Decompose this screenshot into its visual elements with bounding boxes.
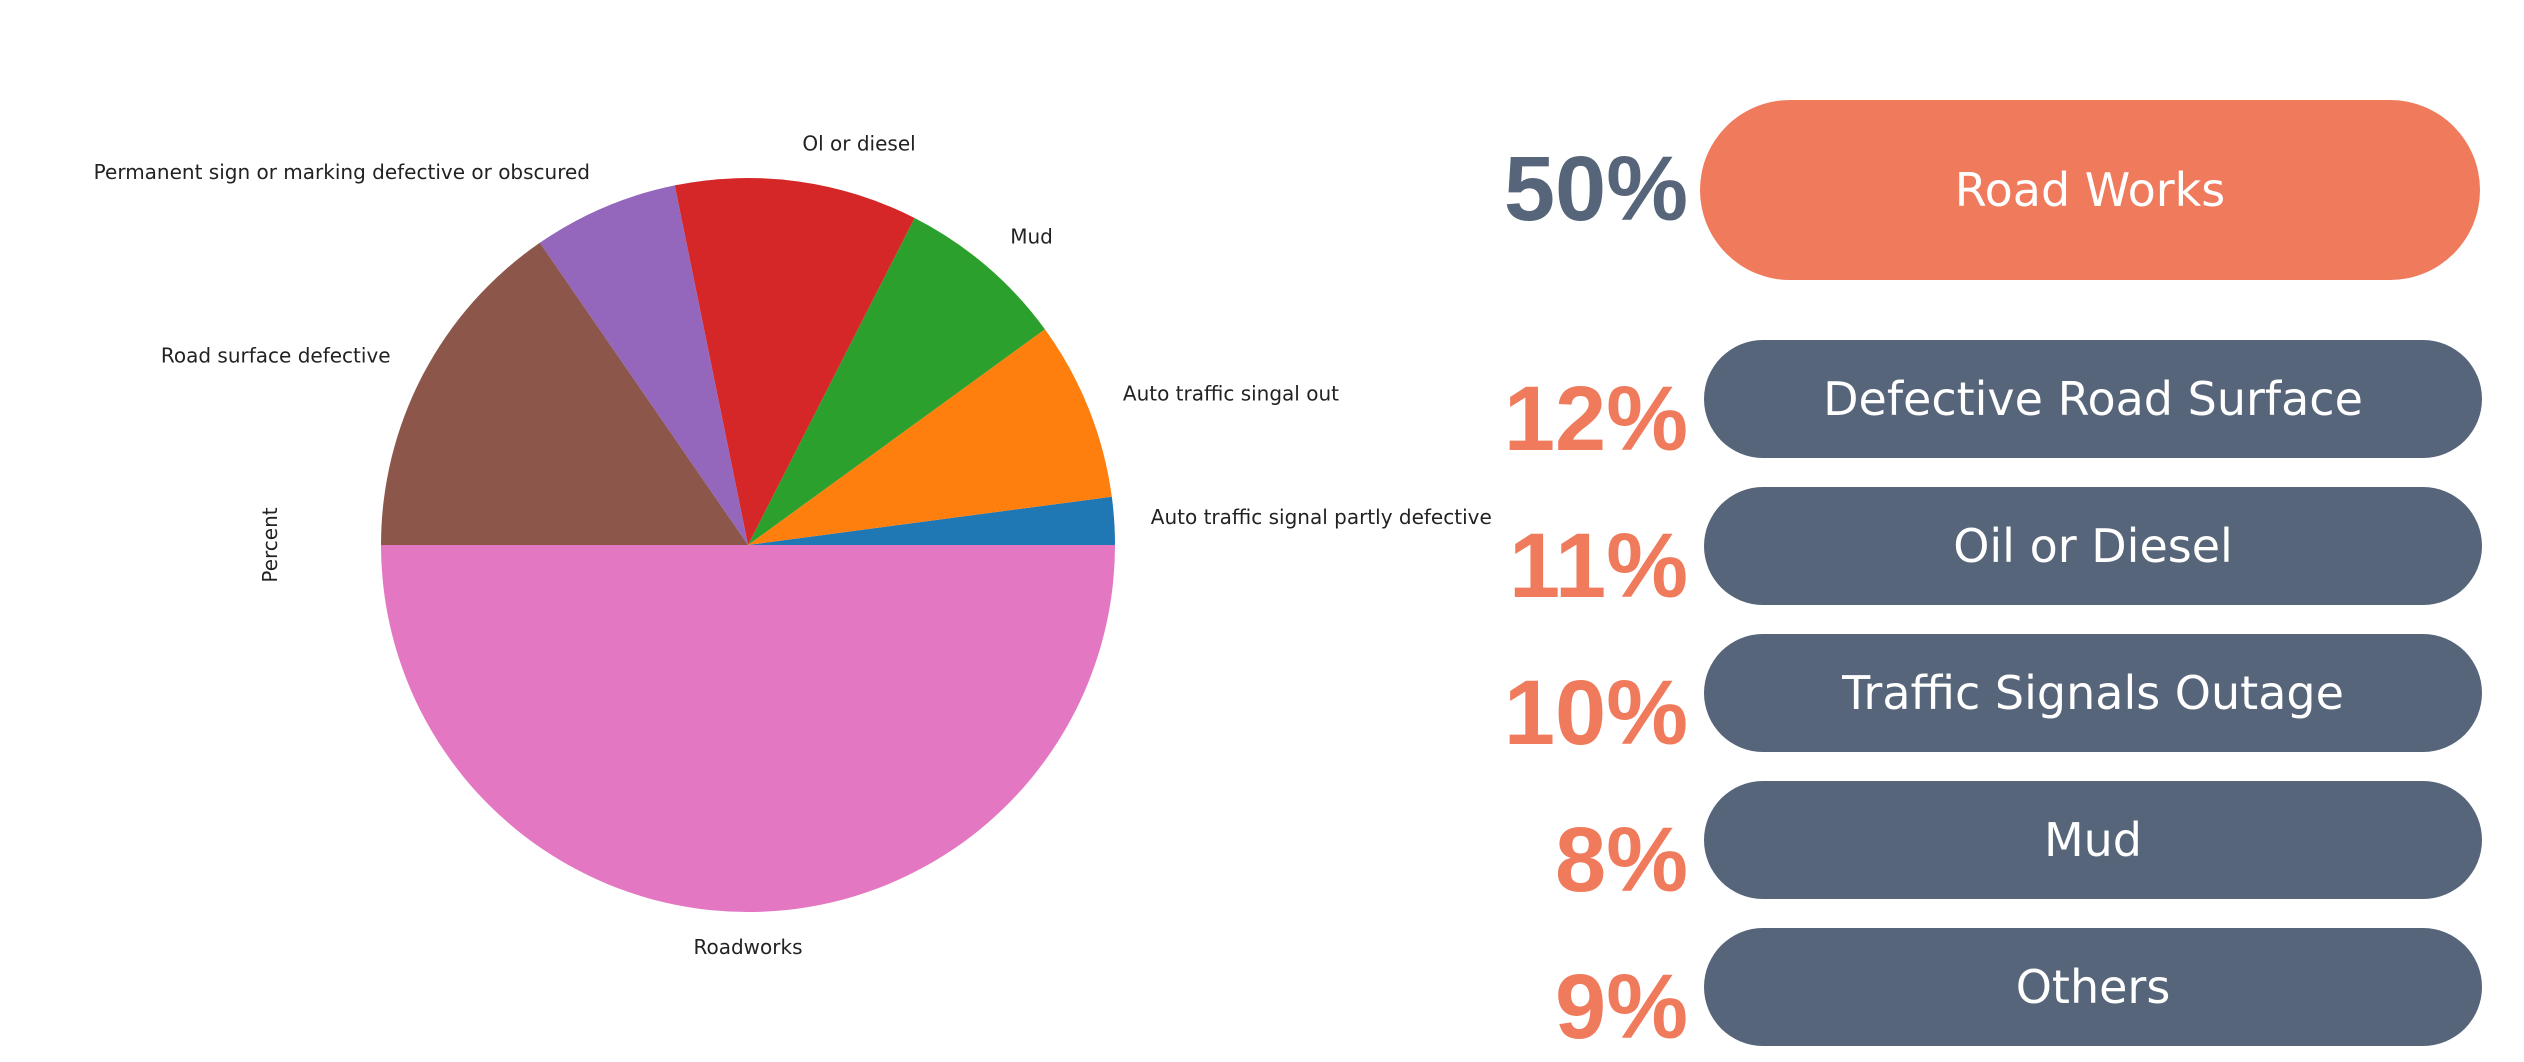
summary-row-oil-or-diesel: 11% Oil or Diesel	[1490, 487, 2490, 617]
summary-percent: 10%	[1503, 662, 1688, 764]
summary-label-pill: Others	[1704, 928, 2482, 1046]
pie-slice-label: Roadworks	[693, 935, 802, 959]
pie-slice-auto-traffic-singal-out	[748, 329, 1112, 545]
pie-slice-mud	[748, 218, 1045, 545]
pie-labels: Auto traffic signal partly defective Auto…	[94, 132, 1492, 960]
summary-percent: 12%	[1503, 368, 1688, 470]
pie-slice-label: Permanent sign or marking defective or o…	[94, 160, 590, 184]
pie-chart: Auto traffic signal partly defective Auto…	[94, 132, 1492, 960]
pie-slice-label: Road surface defective	[161, 344, 391, 368]
summary-label-pill: Mud	[1704, 781, 2482, 899]
summary-row-road-works: 50% Road Works	[1490, 100, 2490, 280]
pie-chart-svg: Auto traffic signal partly defective Auto…	[94, 132, 1492, 960]
summary-label-pill: Defective Road Surface	[1704, 340, 2482, 458]
summary-row-traffic-signals-outage: 10% Traffic Signals Outage	[1490, 634, 2490, 764]
summary-label-pill: Traffic Signals Outage	[1704, 634, 2482, 752]
y-axis-label: Percent	[258, 507, 282, 582]
summary-percent: 8%	[1555, 809, 1688, 911]
summary-label-pill: Road Works	[1700, 100, 2480, 280]
summary-row-defective-road-surface: 12% Defective Road Surface	[1490, 340, 2490, 470]
pie-slice-permanent-sign-or-marking-defective-or-obscured	[539, 185, 748, 545]
pie-slice-label: Auto traffic singal out	[1123, 382, 1339, 406]
summary-row-mud: 8% Mud	[1490, 781, 2490, 911]
summary-percent: 50%	[1503, 138, 1688, 240]
pie-slice-ol-or-diesel	[674, 177, 915, 545]
pie-slice-label: Auto traffic signal partly defective	[1151, 505, 1492, 529]
summary-percent: 9%	[1555, 956, 1688, 1058]
pie-slice-roadworks	[381, 545, 1115, 912]
summary-label-pill: Oil or Diesel	[1704, 487, 2482, 605]
pie-slices	[380, 177, 1115, 912]
pie-slice-label: Ol or diesel	[802, 132, 915, 156]
pie-slice-road-surface-defective	[380, 242, 748, 545]
pie-slice-auto-traffic-signal-partly-defective	[748, 496, 1115, 545]
summary-row-others: 9% Others	[1490, 928, 2490, 1058]
summary-percent: 11%	[1508, 515, 1688, 617]
pie-slice-label: Mud	[1010, 225, 1053, 249]
